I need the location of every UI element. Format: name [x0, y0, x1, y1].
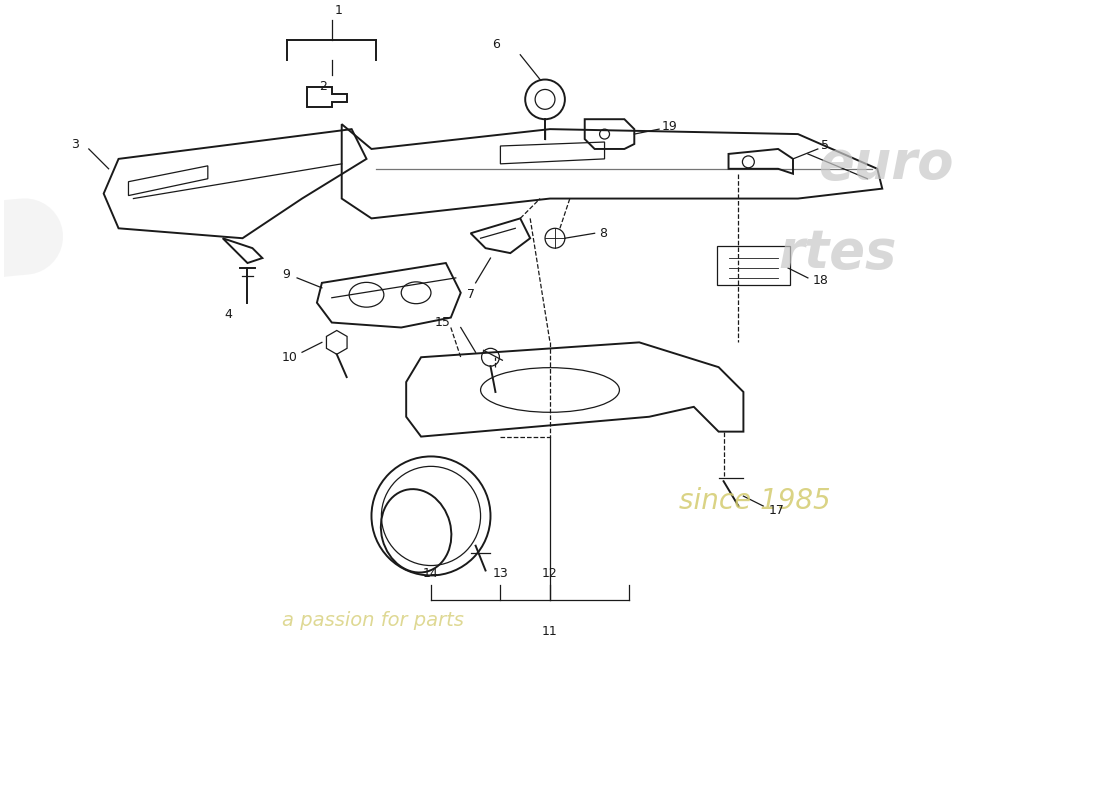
Text: 9: 9	[283, 269, 290, 282]
Text: 12: 12	[542, 567, 558, 581]
Text: 4: 4	[224, 308, 232, 321]
Text: 1: 1	[334, 4, 342, 17]
Text: 8: 8	[600, 226, 607, 240]
Text: 13: 13	[493, 567, 508, 581]
Text: 5: 5	[821, 139, 828, 153]
Text: 2: 2	[319, 79, 327, 93]
Text: 6: 6	[493, 38, 500, 51]
Text: 10: 10	[282, 350, 297, 364]
Text: 7: 7	[466, 288, 475, 301]
Text: 15: 15	[434, 316, 451, 329]
Text: rtes: rtes	[778, 227, 896, 279]
Text: euro: euro	[817, 138, 954, 190]
Text: 18: 18	[813, 274, 828, 287]
Text: 3: 3	[72, 138, 79, 150]
Text: a passion for parts: a passion for parts	[283, 610, 464, 630]
Text: 14: 14	[424, 567, 439, 581]
Text: 17: 17	[768, 505, 784, 518]
Text: 11: 11	[542, 625, 558, 638]
Text: since 1985: since 1985	[679, 487, 830, 515]
Text: 19: 19	[662, 120, 678, 133]
